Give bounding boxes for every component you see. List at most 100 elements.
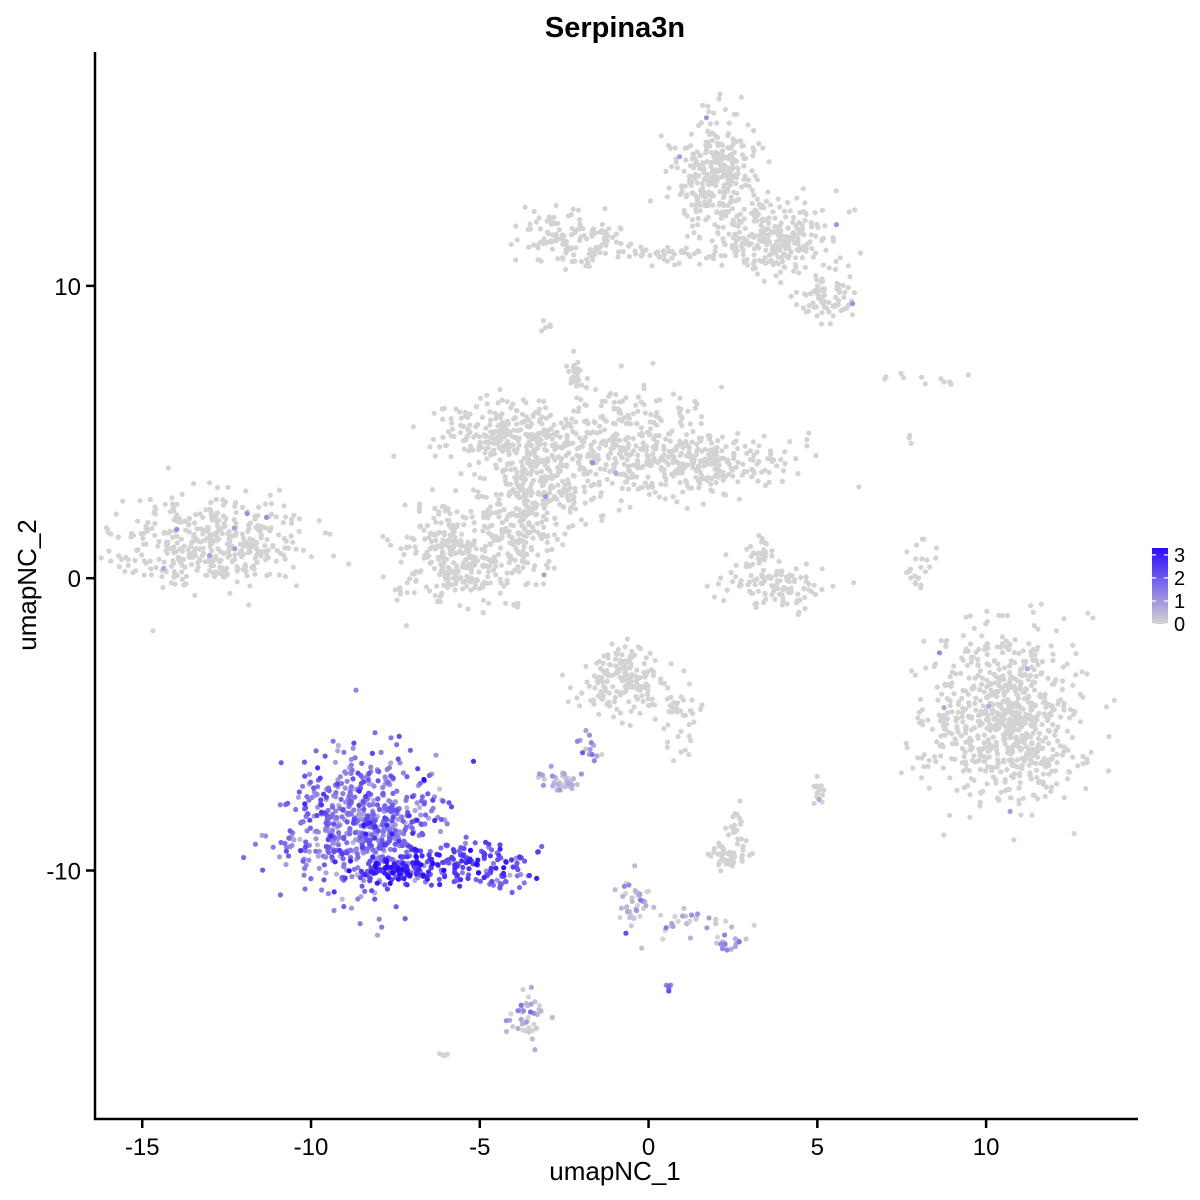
data-point xyxy=(516,569,522,575)
data-point xyxy=(979,633,985,639)
data-point xyxy=(448,804,455,810)
data-point xyxy=(698,420,704,427)
data-point xyxy=(938,376,944,382)
data-point xyxy=(404,590,410,596)
data-point xyxy=(908,575,914,581)
data-point xyxy=(356,810,362,816)
data-point xyxy=(424,876,430,882)
data-point xyxy=(984,712,990,718)
data-point xyxy=(696,468,702,474)
data-point xyxy=(411,590,417,596)
data-point xyxy=(302,806,308,812)
data-point xyxy=(984,651,990,658)
data-point xyxy=(1008,720,1014,726)
data-point xyxy=(500,427,506,433)
data-point xyxy=(433,752,439,758)
data-point xyxy=(594,660,600,666)
data-point xyxy=(541,572,547,578)
data-point xyxy=(679,450,685,456)
data-point xyxy=(647,198,654,204)
data-point xyxy=(519,411,526,417)
data-point xyxy=(220,497,226,503)
data-point xyxy=(501,583,507,589)
data-point xyxy=(790,233,796,239)
data-point xyxy=(761,259,767,265)
data-point xyxy=(628,708,634,714)
data-point xyxy=(615,254,621,260)
data-point xyxy=(540,581,547,587)
data-point xyxy=(723,213,729,219)
data-point xyxy=(374,880,380,886)
data-point xyxy=(700,160,706,166)
data-point xyxy=(737,798,743,804)
data-point xyxy=(464,583,470,589)
data-point xyxy=(573,430,579,437)
data-point xyxy=(731,859,737,866)
data-point xyxy=(663,436,669,442)
data-point xyxy=(466,552,472,559)
data-point xyxy=(335,823,341,829)
data-point xyxy=(439,549,446,555)
data-point xyxy=(437,444,443,450)
data-point xyxy=(592,685,598,691)
data-point xyxy=(678,728,684,734)
data-point xyxy=(207,480,213,486)
data-point xyxy=(904,549,910,555)
data-point xyxy=(521,455,527,461)
data-point xyxy=(350,745,356,751)
data-point xyxy=(209,548,215,554)
data-point xyxy=(613,231,619,237)
data-point xyxy=(171,550,177,556)
data-point xyxy=(703,150,709,156)
data-point xyxy=(532,563,538,569)
data-point xyxy=(813,591,819,598)
data-point xyxy=(569,456,576,462)
data-point xyxy=(966,675,972,681)
data-point xyxy=(1032,702,1039,708)
data-point xyxy=(591,495,597,501)
data-point xyxy=(686,733,692,739)
data-point xyxy=(169,495,175,501)
data-point xyxy=(384,822,390,828)
data-point xyxy=(382,815,388,821)
data-point xyxy=(735,171,741,177)
data-point xyxy=(656,494,662,500)
data-point xyxy=(639,484,645,490)
data-point xyxy=(247,536,253,542)
data-point xyxy=(406,813,412,819)
data-point xyxy=(984,725,990,731)
data-point xyxy=(683,478,689,484)
data-point xyxy=(977,722,983,729)
data-point xyxy=(668,164,675,170)
data-point xyxy=(479,414,486,420)
data-point xyxy=(643,672,649,678)
data-point xyxy=(1105,768,1111,774)
data-point xyxy=(1073,651,1079,657)
data-point xyxy=(402,502,408,508)
data-point xyxy=(756,560,762,566)
data-point xyxy=(367,878,373,884)
data-point xyxy=(765,189,771,195)
data-point xyxy=(240,504,246,510)
data-point xyxy=(721,182,727,188)
data-point xyxy=(696,485,702,491)
data-point xyxy=(277,802,283,808)
data-point xyxy=(144,527,151,533)
data-point xyxy=(975,735,981,741)
data-point xyxy=(591,758,597,764)
data-point xyxy=(348,905,355,911)
data-point xyxy=(756,533,762,539)
data-point xyxy=(586,732,593,738)
data-point xyxy=(769,592,775,598)
data-point xyxy=(542,441,548,447)
data-point xyxy=(515,548,521,554)
data-point xyxy=(718,164,724,170)
data-point xyxy=(200,514,206,520)
data-point xyxy=(996,725,1002,731)
data-point xyxy=(648,426,654,432)
data-point xyxy=(534,445,541,451)
data-point xyxy=(439,590,445,597)
data-point xyxy=(670,494,676,500)
data-point xyxy=(958,670,964,677)
data-point xyxy=(520,473,526,479)
